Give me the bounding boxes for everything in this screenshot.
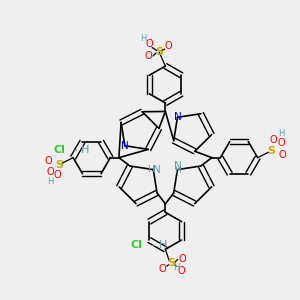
Text: - H: - H [148, 240, 167, 250]
Text: Cl: Cl [130, 240, 142, 250]
Text: S: S [155, 47, 163, 57]
Text: O: O [178, 254, 186, 264]
Text: N: N [174, 112, 181, 122]
Text: O: O [165, 41, 172, 51]
Text: O: O [269, 135, 277, 145]
Text: H: H [148, 165, 154, 174]
Text: - H: - H [70, 145, 89, 155]
Text: H: H [140, 34, 146, 43]
Text: O: O [44, 156, 52, 166]
Text: H: H [174, 166, 181, 175]
Text: N: N [152, 165, 160, 175]
Text: O: O [46, 167, 54, 177]
Text: O: O [158, 264, 166, 274]
Text: S: S [55, 160, 63, 170]
Text: H: H [278, 129, 284, 138]
Text: O: O [54, 170, 61, 180]
Text: Cl: Cl [53, 145, 65, 155]
Text: S: S [168, 258, 176, 268]
Text: N: N [121, 141, 129, 151]
Text: S: S [268, 146, 276, 156]
Text: O: O [145, 40, 153, 50]
Text: H: H [47, 177, 53, 186]
Text: N: N [174, 161, 181, 171]
Text: O: O [279, 150, 286, 160]
Text: O: O [178, 266, 185, 276]
Text: O: O [277, 138, 285, 148]
Text: H: H [173, 262, 179, 272]
Text: O: O [145, 51, 152, 61]
